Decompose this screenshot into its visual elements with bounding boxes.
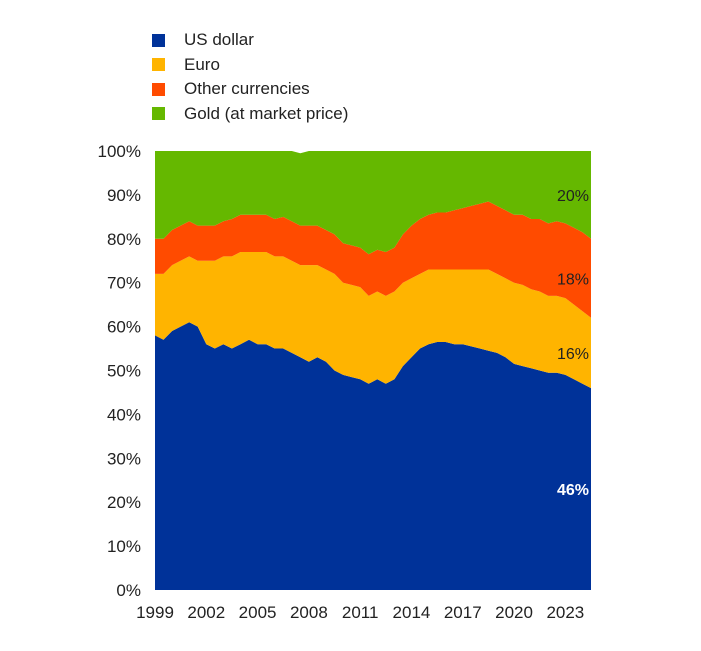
legend-label: Gold (at market price) xyxy=(184,103,349,123)
y-tick-label: 60% xyxy=(107,318,141,337)
end-value-labels: 20% 18% 16% 46% xyxy=(557,188,589,499)
y-tick-label: 70% xyxy=(107,274,141,293)
x-tick-label: 2023 xyxy=(546,603,584,622)
y-tick-label: 0% xyxy=(116,581,141,600)
legend-swatch xyxy=(152,58,165,72)
area-gold-at-market-price xyxy=(155,151,591,255)
x-tick-label: 2014 xyxy=(393,603,431,622)
x-tick-label: 2011 xyxy=(342,603,379,622)
end-label-other-currencies: 18% xyxy=(557,271,589,288)
x-tick-label: 2005 xyxy=(239,603,277,622)
end-label-us-dollar: 46% xyxy=(557,482,589,499)
legend-item-other-currencies: Other currencies xyxy=(152,77,348,102)
legend-swatch xyxy=(152,107,165,121)
x-tick-label: 2017 xyxy=(444,603,482,622)
legend-item-euro: Euro xyxy=(152,53,348,78)
legend-label: US dollar xyxy=(184,30,254,50)
x-tick-label: 2020 xyxy=(495,603,533,622)
area-us-dollar xyxy=(155,322,591,590)
y-tick-label: 50% xyxy=(107,362,141,381)
y-tick-label: 30% xyxy=(107,449,141,468)
legend-item-us-dollar: US dollar xyxy=(152,28,348,53)
y-tick-label: 80% xyxy=(107,230,141,249)
area-other-currencies xyxy=(155,201,591,318)
end-label-gold-at-market-price: 20% xyxy=(557,188,589,205)
legend-item-gold-at-market-price: Gold (at market price) xyxy=(152,102,348,127)
x-axis: 1999 2002 2005 2008 2011 2014 2017 2020 2023 xyxy=(136,603,584,622)
y-tick-label: 10% xyxy=(107,537,141,556)
end-label-euro: 16% xyxy=(557,346,589,363)
legend-label: Other currencies xyxy=(184,79,310,99)
legend-swatch xyxy=(152,82,165,96)
legend-label: Euro xyxy=(184,54,220,74)
y-axis: 0% 10% 20% 30% 40% 50% 60% 70% 80% 90% 100% xyxy=(98,142,141,600)
area-layers xyxy=(155,151,591,590)
y-tick-label: 20% xyxy=(107,493,141,512)
y-tick-label: 100% xyxy=(98,142,141,161)
x-tick-label: 1999 xyxy=(136,603,174,622)
x-tick-label: 2008 xyxy=(290,603,328,622)
legend-swatch xyxy=(152,33,165,47)
y-tick-label: 40% xyxy=(107,405,141,424)
chart-legend: US dollar Euro Other currencies Gold (at ma… xyxy=(152,28,348,126)
area-euro xyxy=(155,252,591,389)
x-tick-label: 2002 xyxy=(187,603,225,622)
y-tick-label: 90% xyxy=(107,186,141,205)
